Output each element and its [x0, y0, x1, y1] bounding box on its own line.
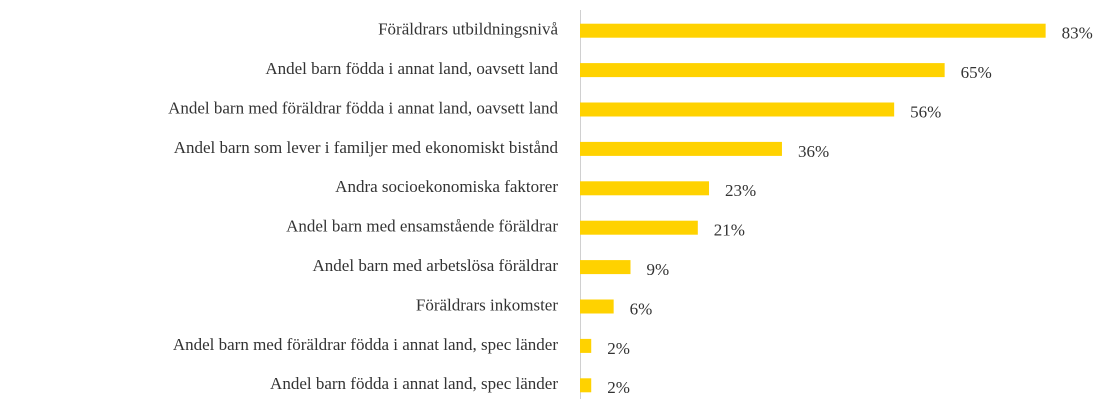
category-label: Andel barn med arbetslösa föräldrar — [313, 256, 559, 275]
category-label: Andel barn födda i annat land, spec länd… — [270, 374, 558, 393]
category-label: Andel barn med föräldrar födda i annat l… — [168, 98, 558, 117]
value-label: 21% — [714, 221, 745, 240]
value-label: 9% — [646, 260, 669, 279]
bar — [580, 299, 614, 314]
category-label: Andra socioekonomiska faktorer — [335, 177, 558, 196]
bar — [580, 378, 592, 393]
value-label: 6% — [630, 299, 653, 318]
value-label: 65% — [961, 63, 992, 82]
category-label: Andel barn födda i annat land, oavsett l… — [265, 59, 558, 78]
value-label: 23% — [725, 181, 756, 200]
category-label: Andel barn med föräldrar födda i annat l… — [173, 335, 559, 354]
value-label: 36% — [798, 142, 829, 161]
bar — [580, 260, 631, 275]
value-label: 83% — [1062, 24, 1093, 43]
category-label: Andel barn som lever i familjer med ekon… — [174, 138, 559, 157]
bar — [580, 141, 782, 156]
value-label: 56% — [910, 102, 941, 121]
category-label: Andel barn med ensamstående föräldrar — [286, 217, 558, 236]
bar — [580, 23, 1046, 38]
bar — [580, 102, 895, 117]
category-label: Föräldrars utbildningsnivå — [378, 20, 558, 39]
bar — [580, 220, 698, 235]
bar — [580, 338, 592, 353]
value-label: 2% — [607, 339, 630, 358]
category-label: Föräldrars inkomster — [416, 295, 558, 314]
bar — [580, 63, 945, 78]
value-label: 2% — [607, 378, 630, 397]
bar — [580, 181, 710, 196]
